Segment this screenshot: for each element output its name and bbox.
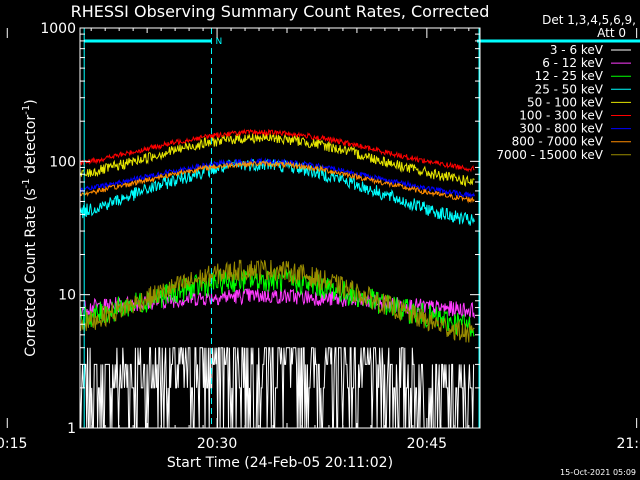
legend-label-1: 6 - 12 keV xyxy=(542,56,604,70)
legend-header-line-2: Att 0 xyxy=(597,26,626,40)
x-tick-label: 20:30 xyxy=(197,436,237,452)
legend-label-4: 50 - 100 keV xyxy=(527,95,604,109)
x-axis-label: Start Time (24-Feb-05 20:11:02) xyxy=(167,455,393,471)
legend-label-6: 300 - 800 keV xyxy=(519,122,603,136)
series-line-4 xyxy=(79,132,475,187)
legend-header-line-1: Det 1,3,4,5,6,9, xyxy=(542,13,636,27)
legend-label-8: 7000 - 15000 keV xyxy=(496,148,603,162)
y-tick-label: 1000 xyxy=(40,21,76,37)
y-axis: 1 10 100 1000 xyxy=(40,21,480,437)
timestamp: 15-Oct-2021 05:09 xyxy=(560,468,636,477)
night-markers: N xyxy=(83,28,640,428)
series-line-3 xyxy=(79,158,475,226)
legend-label-2: 12 - 25 keV xyxy=(535,69,604,83)
series-line-7 xyxy=(79,160,475,204)
night-bar-label: N xyxy=(215,37,222,47)
x-tick-label: 20:45 xyxy=(407,436,447,452)
series-line-0 xyxy=(79,347,475,429)
legend-label-7: 800 - 7000 keV xyxy=(512,135,604,149)
x-tick-label: 21:00 xyxy=(616,436,640,452)
series-layer xyxy=(79,128,475,429)
plot-frame xyxy=(79,27,481,429)
chart-title: RHESSI Observing Summary Count Rates, Co… xyxy=(71,2,490,21)
legend-label-3: 25 - 50 keV xyxy=(535,82,604,96)
y-tick-label: 100 xyxy=(49,154,76,170)
legend-label-0: 3 - 6 keV xyxy=(550,43,604,57)
x-tick-label: 20:15 xyxy=(0,436,27,452)
series-line-5 xyxy=(79,128,475,173)
y-tick-label: 1 xyxy=(67,421,76,437)
series-line-8 xyxy=(79,259,475,343)
y-tick-label: 10 xyxy=(58,288,76,304)
y-axis-label: Corrected Count Rate (s-1 detector-1) xyxy=(21,99,39,356)
legend-label-5: 100 - 300 keV xyxy=(519,109,603,123)
